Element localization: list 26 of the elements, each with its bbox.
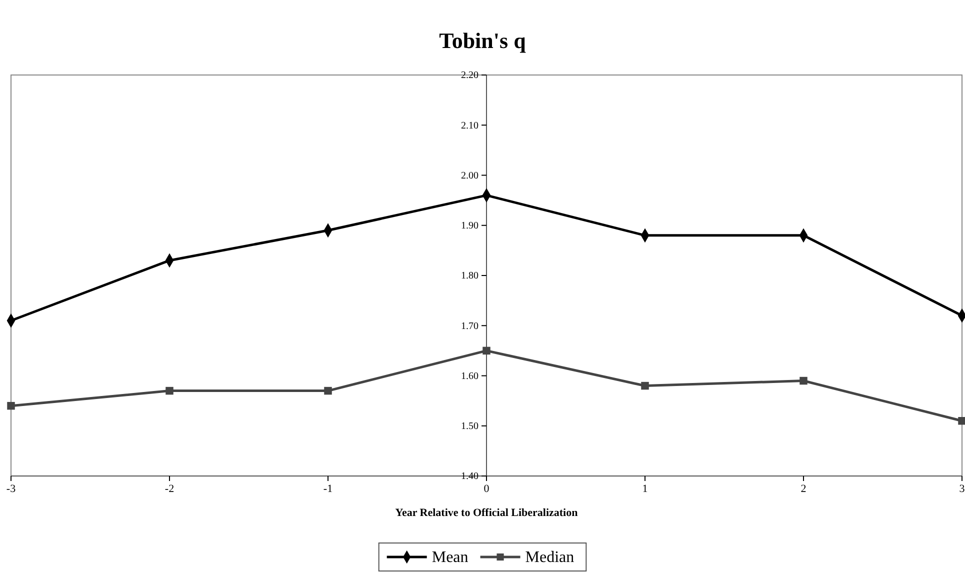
legend-label: Median — [525, 549, 574, 566]
point — [166, 386, 174, 395]
x-tick-label: -3 — [6, 482, 16, 495]
legend-label: Mean — [432, 549, 468, 566]
point — [641, 382, 649, 390]
point — [7, 402, 15, 410]
y-tick-label: 1.60 — [461, 370, 478, 382]
x-tick-label: 2 — [800, 482, 806, 495]
y-tick-label: 2.20 — [461, 70, 478, 82]
chart-title: Tobin's q — [439, 28, 527, 53]
x-tick-label: -2 — [164, 482, 174, 495]
y-tick-label: 1.70 — [461, 320, 478, 332]
point — [482, 346, 490, 355]
x-tick-label: 3 — [959, 482, 965, 495]
point — [324, 386, 332, 395]
y-tick-label: 2.00 — [461, 170, 478, 182]
y-tick-label: 2.10 — [461, 120, 478, 132]
y-tick-label: 1.50 — [461, 421, 478, 432]
x-tick-label: -1 — [323, 482, 333, 495]
point — [958, 416, 965, 425]
point — [800, 376, 808, 385]
y-tick-label: 1.90 — [461, 220, 478, 232]
x-tick-label: 0 — [484, 482, 490, 495]
x-axis-title: Year Relative to Official Liberalization — [395, 507, 578, 519]
x-tick-label: 1 — [642, 482, 648, 495]
y-tick-label: 1.80 — [461, 270, 478, 282]
